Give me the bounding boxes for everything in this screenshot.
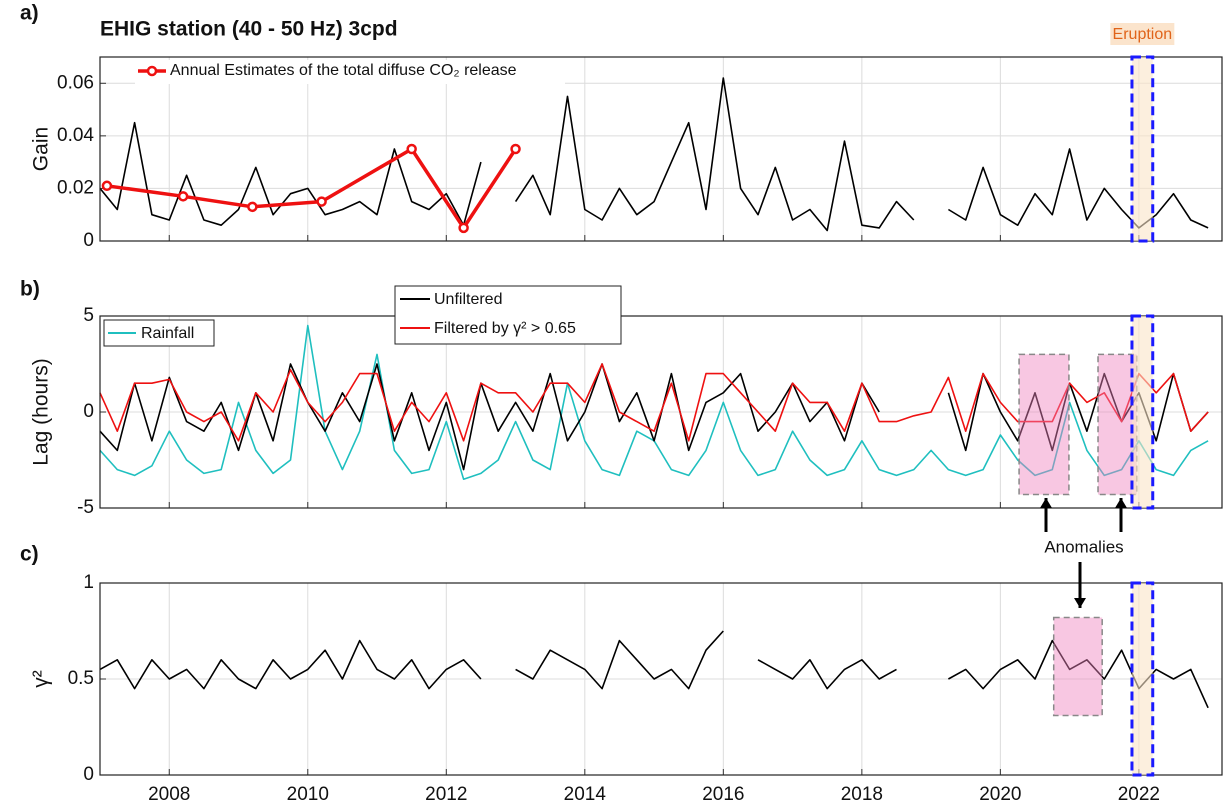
y-tick-label: 0: [83, 401, 94, 422]
y-tick-label: 0.06: [57, 72, 94, 93]
arrow-head: [1040, 498, 1052, 508]
x-tick-label: 2014: [564, 784, 607, 805]
data-point: [458, 222, 469, 234]
y-tick-label: -5: [77, 497, 94, 518]
legend-label: Unfiltered: [434, 291, 502, 308]
data-line: [99, 77, 1209, 232]
y-axis-label: γ²: [30, 670, 53, 688]
axes-frame: [99, 315, 1223, 509]
x-tick-label: 2018: [841, 784, 883, 805]
eruption-box: [1130, 581, 1155, 777]
x-tick-label: 2016: [702, 784, 744, 805]
x-tick-label: 2022: [1118, 784, 1160, 805]
y-tick-label: 0.02: [57, 177, 94, 198]
panel-label: b): [20, 278, 40, 301]
anomaly-box: [1097, 353, 1138, 496]
eruption-shade: [1131, 316, 1153, 508]
legend-label: Filtered by γ² > 0.65: [434, 320, 576, 337]
legend-marker: [146, 65, 158, 77]
anomaly-box: [1018, 353, 1070, 496]
eruption-shade: [1131, 57, 1153, 241]
x-tick-label: 2010: [287, 784, 329, 805]
anomaly-box: [1052, 616, 1103, 717]
panel-label: c): [20, 543, 39, 566]
eruption-label-bg: [1110, 23, 1175, 45]
data-point: [510, 143, 521, 155]
legend-label: Rainfall: [141, 325, 194, 342]
axes-frame: [99, 582, 1223, 776]
arrow-head: [1115, 498, 1127, 508]
eruption-box: [1130, 314, 1155, 510]
data-point: [316, 196, 327, 207]
eruption-box: [1130, 55, 1155, 243]
data-line: [99, 630, 1209, 709]
y-tick-label: 0: [83, 230, 94, 251]
chart-title: EHIG station (40 - 50 Hz) 3cpd: [100, 18, 398, 41]
arrow-head: [1074, 598, 1086, 608]
data-point: [101, 180, 113, 192]
y-tick-label: 0.5: [68, 668, 94, 689]
y-tick-label: 5: [83, 305, 94, 326]
y-tick-label: 1: [83, 572, 94, 593]
y-axis-label: Gain: [30, 127, 53, 171]
x-tick-label: 2020: [979, 784, 1021, 805]
x-tick-label: 2008: [148, 784, 190, 805]
eruption-shade: [1131, 583, 1153, 775]
data-point: [406, 143, 417, 155]
y-axis-label: Lag (hours): [30, 358, 53, 465]
y-tick-label: 0: [83, 764, 94, 785]
data-point: [247, 201, 258, 213]
x-tick-label: 2012: [425, 784, 467, 805]
panel-label: a): [20, 2, 39, 25]
data-point: [177, 191, 189, 202]
y-tick-label: 0.04: [57, 125, 94, 146]
legend-box: [135, 60, 565, 84]
eruption-label: Eruption: [1113, 26, 1173, 43]
plot-area: [100, 57, 1222, 241]
legend-box: [394, 285, 622, 345]
axes-frame: [99, 56, 1223, 242]
legend-label: Annual Estimates of the total diffuse CO…: [170, 62, 517, 79]
annotation: Anomalies: [1044, 537, 1123, 556]
data-line: [99, 363, 1209, 442]
